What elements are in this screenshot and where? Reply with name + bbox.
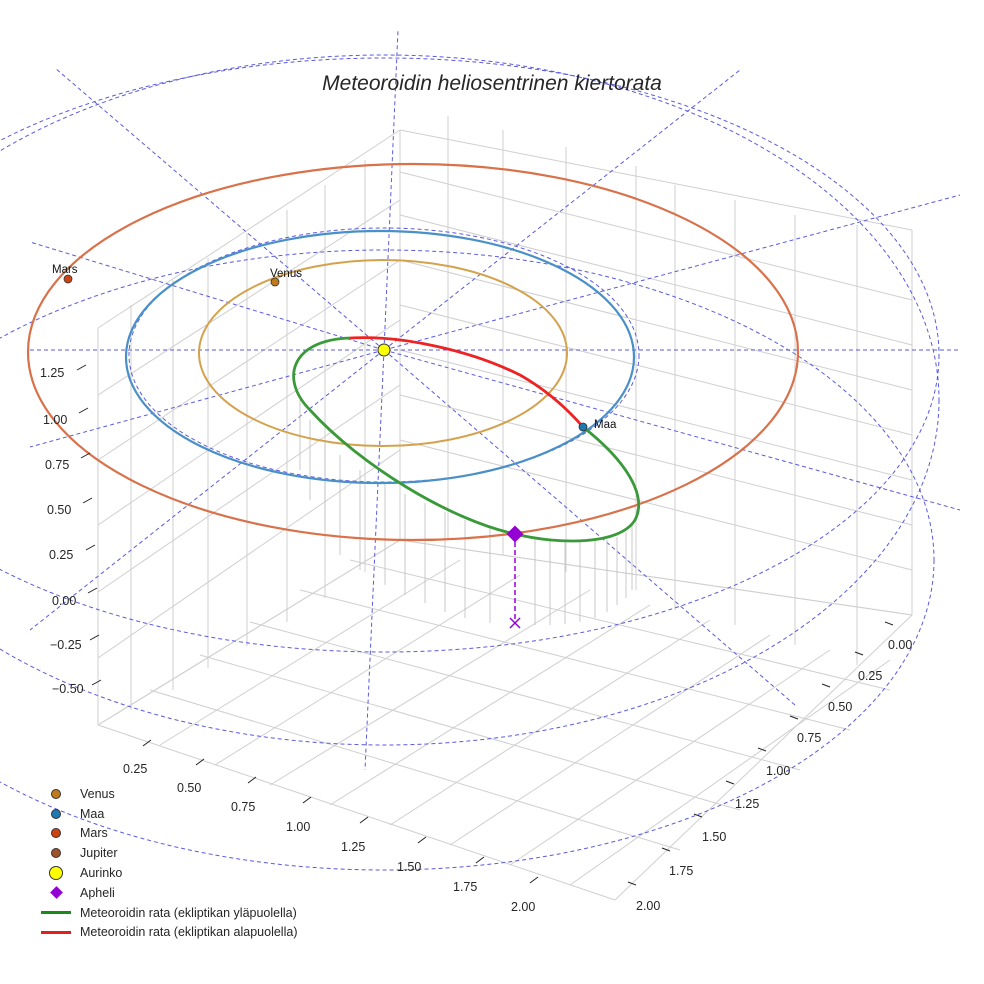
z-tick: 0.25 [49, 548, 74, 562]
earth-point-icon [578, 422, 588, 432]
z-tick: 1.25 [40, 366, 65, 380]
legend-item-jupiter[interactable]: Jupiter [34, 843, 297, 863]
legend-label: Venus [80, 786, 115, 801]
y-tick: 0.75 [797, 731, 822, 745]
axes-grid [97, 116, 913, 901]
y-tick: 2.00 [636, 899, 661, 913]
legend-item-venus[interactable]: Venus [34, 784, 297, 804]
y-tick: 0.00 [888, 638, 913, 652]
venus-orbit [198, 259, 568, 447]
y-tick: 1.75 [669, 864, 694, 878]
x-tick: 0.25 [123, 762, 148, 776]
y-tick: 0.50 [828, 700, 853, 714]
z-tick: −0.50 [52, 682, 84, 696]
orbit-projection-stems [299, 400, 633, 625]
chart-title: Meteoroidin heliosentrinen kiertorata [322, 72, 662, 95]
z-tick: 0.75 [45, 458, 70, 472]
legend-item-apheli[interactable]: Apheli [34, 883, 297, 903]
venus-marker-icon [51, 788, 61, 799]
y-tick: 1.25 [735, 797, 760, 811]
z-tick: 1.00 [43, 413, 68, 427]
legend-item-orbit-above[interactable]: Meteoroidin rata (ekliptikan yläpuolella… [34, 903, 297, 923]
legend: Venus Maa Mars Jupiter Aurinko Apheli Me… [34, 784, 297, 942]
legend-item-maa[interactable]: Maa [34, 804, 297, 824]
tick-marks [76, 364, 894, 886]
legend-label: Jupiter [80, 846, 118, 861]
x-tick: 1.00 [286, 820, 311, 834]
legend-item-orbit-below[interactable]: Meteoroidin rata (ekliptikan alapuolella… [34, 923, 297, 943]
earth-marker-icon [51, 808, 61, 819]
aphelion-marker-icon [49, 886, 63, 900]
aphelion-marker-icon [506, 525, 524, 543]
venus-point-icon [270, 277, 280, 287]
jupiter-marker-icon [51, 848, 61, 859]
x-tick: 1.75 [453, 880, 478, 894]
legend-item-aurinko[interactable]: Aurinko [34, 863, 297, 883]
green-line-icon [41, 911, 71, 914]
y-tick: 0.25 [858, 669, 883, 683]
x-tick: 1.25 [341, 840, 366, 854]
x-tick: 0.75 [231, 800, 256, 814]
earth-orbit [124, 229, 636, 485]
red-line-icon [41, 931, 71, 934]
x-tick: 1.50 [397, 860, 422, 874]
x-tick: 2.00 [511, 900, 536, 914]
earth-label: Maa [594, 419, 617, 431]
ecliptic-reference-grid [0, 29, 961, 871]
z-tick: −0.25 [50, 638, 82, 652]
legend-label: Aurinko [80, 866, 123, 881]
sun-marker-icon [49, 866, 63, 881]
mars-orbit [26, 162, 800, 542]
venus-label: Venus [270, 268, 302, 280]
legend-label: Apheli [80, 885, 115, 900]
legend-item-mars[interactable]: Mars [34, 824, 297, 844]
legend-label: Maa [80, 806, 105, 821]
legend-label: Meteoroidin rata (ekliptikan yläpuolella… [80, 905, 297, 920]
mars-point-icon [63, 274, 73, 284]
y-tick: 1.50 [702, 830, 727, 844]
mars-marker-icon [51, 828, 61, 839]
legend-label: Mars [80, 826, 108, 841]
legend-label: Meteoroidin rata (ekliptikan alapuolella… [80, 925, 298, 940]
sun-marker-icon [377, 343, 391, 357]
mars-label: Mars [52, 264, 78, 276]
meteoroid-orbit-below [349, 336, 585, 428]
aphelion-projection-x-icon [509, 617, 521, 629]
z-tick: 0.50 [47, 503, 72, 517]
z-tick: 0.00 [52, 594, 77, 608]
meteoroid-orbit-above [292, 336, 640, 543]
x-tick: 0.50 [177, 781, 202, 795]
y-tick: 1.00 [766, 764, 791, 778]
